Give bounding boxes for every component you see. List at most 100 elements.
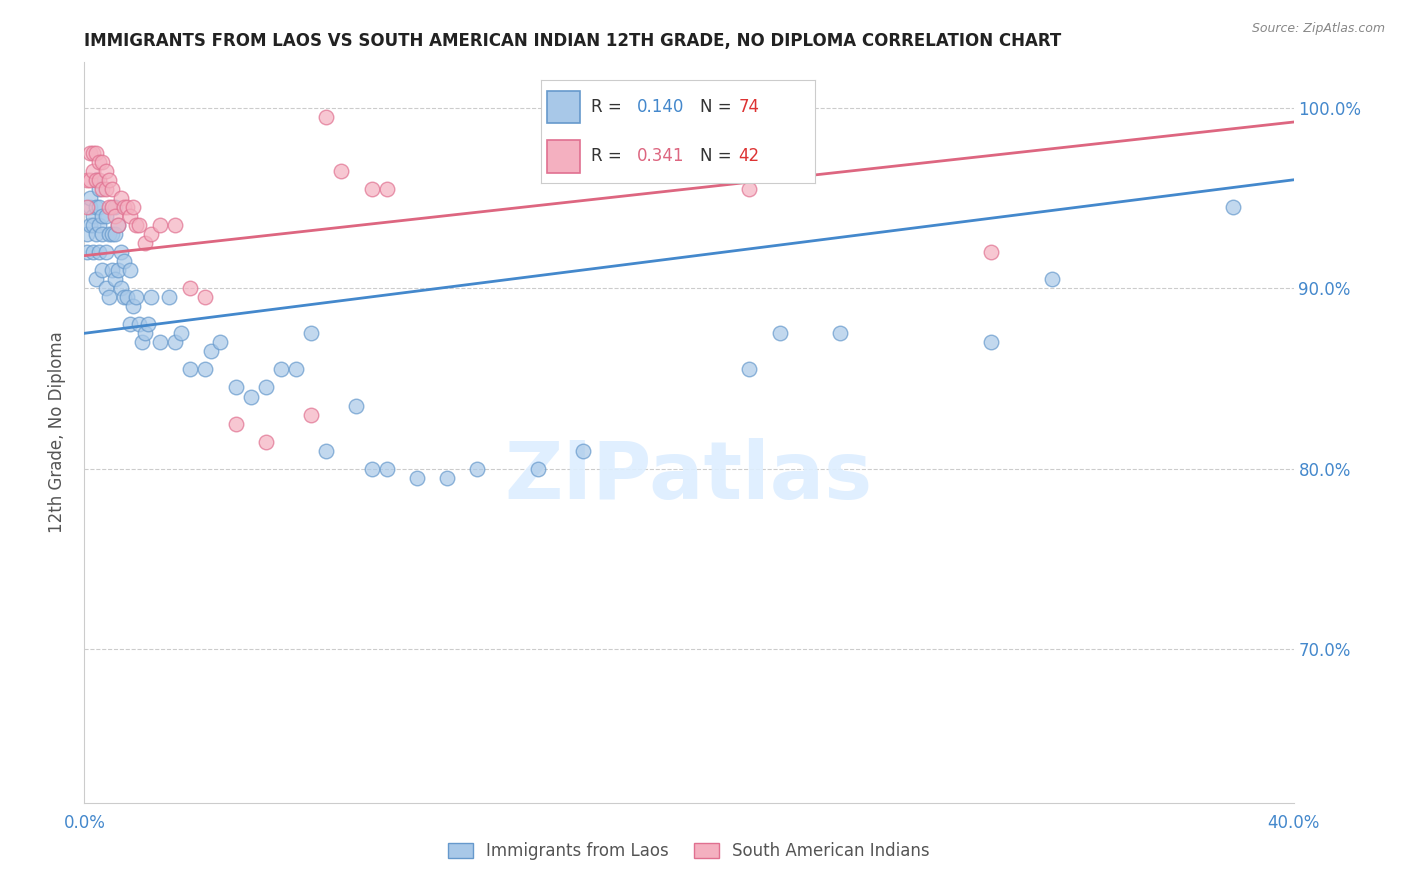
- Point: [94, 163, 117, 178]
- Point: [179, 362, 201, 376]
- Point: [115, 290, 138, 304]
- Point: [360, 182, 382, 196]
- Point: [91, 154, 114, 169]
- Point: [346, 399, 368, 413]
- Point: [104, 200, 127, 214]
- Point: [194, 290, 217, 304]
- Point: [139, 290, 162, 304]
- Point: [86, 272, 108, 286]
- Point: [79, 191, 101, 205]
- Point: [285, 362, 308, 376]
- Point: [830, 326, 852, 341]
- Point: [738, 182, 761, 196]
- Point: [76, 173, 98, 187]
- Point: [121, 200, 143, 214]
- Point: [131, 335, 153, 350]
- Point: [76, 245, 98, 260]
- Point: [1222, 200, 1244, 214]
- Bar: [547, 140, 579, 173]
- Point: [97, 200, 120, 214]
- Point: [82, 209, 104, 223]
- Point: [315, 443, 337, 458]
- Point: [254, 434, 277, 449]
- Point: [128, 218, 150, 232]
- Point: [225, 417, 247, 431]
- Point: [330, 163, 353, 178]
- Point: [125, 218, 148, 232]
- Point: [360, 461, 382, 475]
- Point: [94, 209, 117, 223]
- Point: [82, 145, 104, 160]
- Point: [157, 290, 180, 304]
- Point: [97, 227, 120, 241]
- Point: [89, 245, 111, 260]
- Legend: Immigrants from Laos, South American Indians: Immigrants from Laos, South American Ind…: [440, 834, 938, 869]
- Point: [112, 200, 135, 214]
- Point: [82, 163, 104, 178]
- Point: [254, 380, 277, 394]
- Point: [112, 290, 135, 304]
- Point: [79, 145, 101, 160]
- Point: [149, 218, 172, 232]
- Point: [134, 326, 156, 341]
- Point: [86, 145, 108, 160]
- Point: [121, 299, 143, 313]
- Point: [110, 245, 132, 260]
- Point: [406, 471, 429, 485]
- Point: [980, 245, 1002, 260]
- Point: [79, 173, 101, 187]
- Text: R =: R =: [591, 147, 627, 165]
- Point: [527, 461, 550, 475]
- Point: [1040, 272, 1063, 286]
- Point: [82, 245, 104, 260]
- Text: R =: R =: [591, 98, 627, 116]
- Point: [100, 200, 122, 214]
- Point: [239, 390, 262, 404]
- Text: N =: N =: [700, 98, 737, 116]
- Point: [94, 182, 117, 196]
- Point: [104, 209, 127, 223]
- Point: [97, 290, 120, 304]
- Point: [112, 254, 135, 268]
- Point: [100, 263, 122, 277]
- Point: [115, 200, 138, 214]
- Point: [100, 182, 122, 196]
- Point: [738, 362, 761, 376]
- Point: [89, 173, 111, 187]
- Point: [139, 227, 162, 241]
- Point: [110, 191, 132, 205]
- Point: [100, 227, 122, 241]
- Point: [209, 335, 232, 350]
- Point: [179, 281, 201, 295]
- Point: [91, 263, 114, 277]
- Point: [104, 227, 127, 241]
- Point: [194, 362, 217, 376]
- Point: [89, 218, 111, 232]
- Point: [86, 200, 108, 214]
- Point: [165, 218, 187, 232]
- Point: [91, 209, 114, 223]
- Point: [94, 245, 117, 260]
- Point: [104, 272, 127, 286]
- Point: [136, 318, 159, 332]
- Point: [76, 200, 98, 214]
- Point: [91, 227, 114, 241]
- Point: [980, 335, 1002, 350]
- Point: [128, 318, 150, 332]
- Y-axis label: 12th Grade, No Diploma: 12th Grade, No Diploma: [48, 332, 66, 533]
- Point: [225, 380, 247, 394]
- Point: [107, 263, 129, 277]
- Point: [200, 344, 222, 359]
- Point: [107, 218, 129, 232]
- Point: [299, 326, 322, 341]
- Point: [79, 218, 101, 232]
- Point: [86, 173, 108, 187]
- Point: [94, 281, 117, 295]
- Text: IMMIGRANTS FROM LAOS VS SOUTH AMERICAN INDIAN 12TH GRADE, NO DIPLOMA CORRELATION: IMMIGRANTS FROM LAOS VS SOUTH AMERICAN I…: [84, 32, 1062, 50]
- Point: [299, 408, 322, 422]
- Text: ZIPatlas: ZIPatlas: [505, 438, 873, 516]
- Point: [375, 461, 398, 475]
- Point: [118, 209, 141, 223]
- Text: 0.341: 0.341: [637, 147, 685, 165]
- Point: [572, 443, 595, 458]
